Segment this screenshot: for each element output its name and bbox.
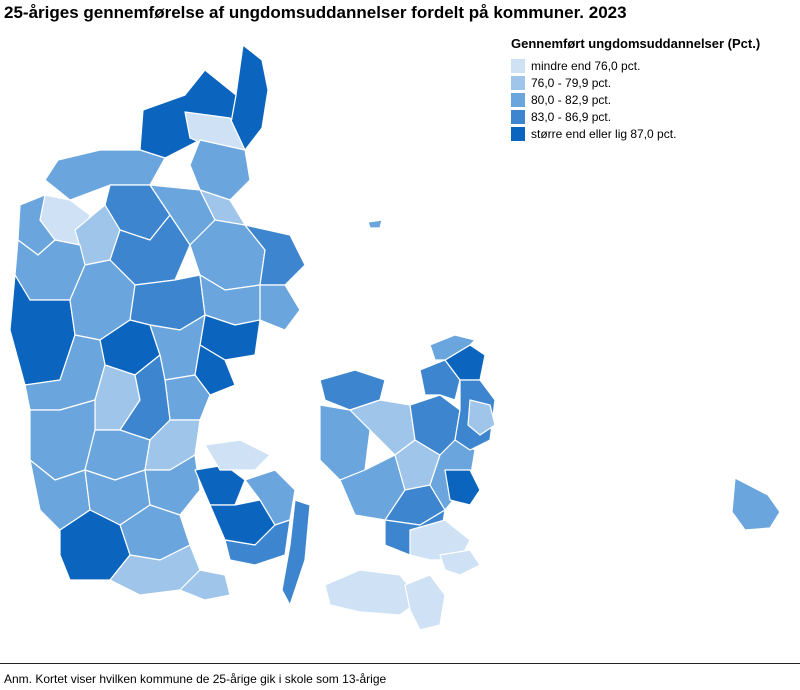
legend-label: mindre end 76,0 pct. [531,58,641,73]
region-langeland [281,499,311,606]
legend-label: 80,0 - 82,9 pct. [531,92,612,107]
legend-label: 76,0 - 79,9 pct. [531,75,612,90]
map-title: 25-åriges gennemførelse af ungdomsuddann… [4,3,627,22]
legend-item: mindre end 76,0 pct. [511,57,760,74]
region-falster [404,574,446,631]
region-lolland [324,569,421,616]
legend-swatch [511,75,525,90]
region-copenhagen-core [467,399,496,436]
region-fyn-nw [194,464,246,506]
region-bornholm [731,477,781,531]
legend-item: større end eller lig 87,0 pct. [511,125,760,142]
legend-swatch [511,109,525,124]
legend-label: større end eller lig 87,0 pct. [531,126,677,141]
legend-swatch [511,58,525,73]
region-sonderborg [179,569,231,601]
region-syddjurs [259,284,301,331]
legend-label: 83,0 - 86,9 pct. [531,109,612,124]
region-mon [439,549,481,576]
footer-divider [0,663,800,664]
footnote: Anm. Kortet viser hvilken kommune de 25-… [4,672,387,686]
legend-swatch [511,126,525,141]
region-anholt [367,219,383,229]
legend-item: 76,0 - 79,9 pct. [511,74,760,91]
legend-title: Gennemført ungdomsuddannelser (Pct.) [511,36,761,51]
region-helsingor [429,334,476,361]
region-fyn-south [224,519,291,566]
region-odder [194,344,236,396]
legend-item: 83,0 - 86,9 pct. [511,108,760,125]
legend: Gennemført ungdomsuddannelser (Pct.) min… [511,36,760,142]
legend-swatch [511,92,525,107]
legend-item: 80,0 - 82,9 pct. [511,91,760,108]
region-stevns [444,469,481,506]
region-samso [204,439,271,471]
